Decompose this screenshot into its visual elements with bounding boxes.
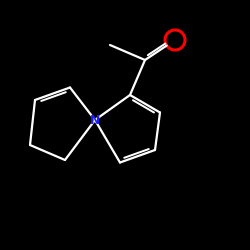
Text: N: N	[90, 114, 100, 126]
